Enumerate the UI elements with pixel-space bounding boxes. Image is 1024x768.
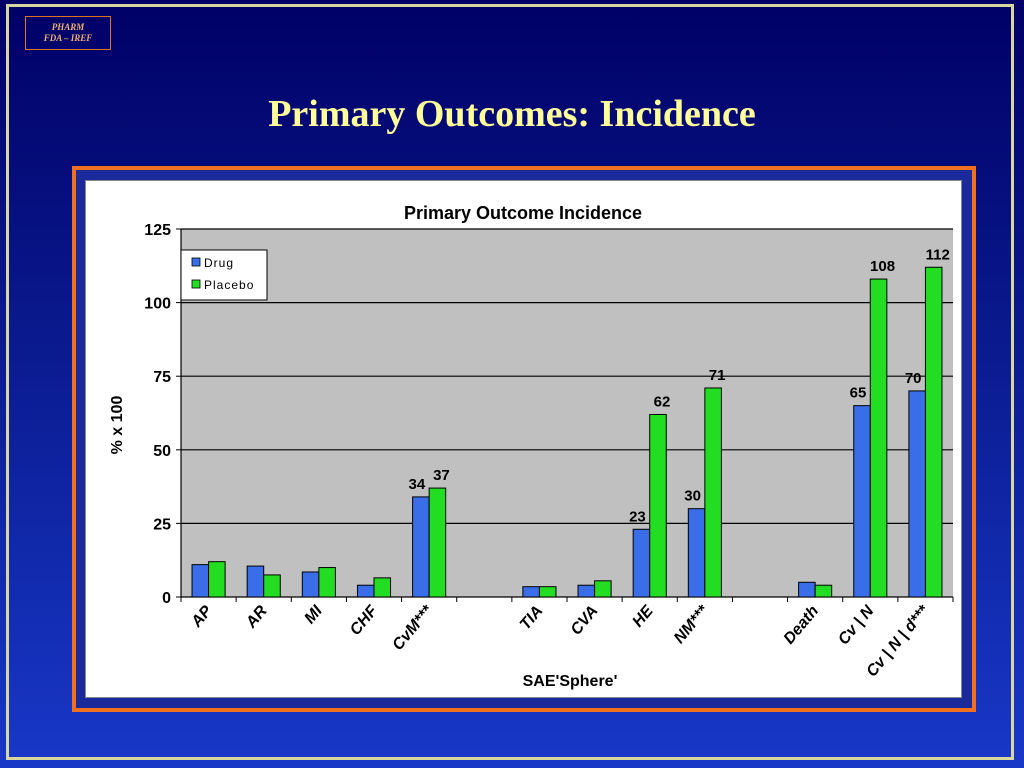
bar-placebo	[428, 487, 447, 598]
bar-placebo	[594, 580, 612, 598]
x-tick-label: NM***	[671, 602, 713, 647]
x-tick-label: TIA	[517, 603, 547, 634]
bar-drug	[632, 528, 651, 598]
bar-drug	[356, 584, 375, 598]
x-tick-label: MI	[301, 602, 326, 627]
x-tick-label: AP	[188, 602, 216, 631]
y-tick-label: 50	[153, 443, 171, 460]
bar-placebo	[869, 278, 888, 598]
legend-label-drug: Drug	[204, 256, 234, 270]
data-label: 23	[629, 508, 646, 525]
bar-drug	[246, 565, 265, 598]
pharm-badge: PHARM FDA – IREF	[25, 16, 111, 50]
bar-placebo	[208, 561, 226, 598]
bar-placebo	[704, 387, 722, 598]
x-tick-label: CvM***	[389, 602, 436, 654]
bar-drug	[853, 405, 871, 598]
bar-placebo	[318, 567, 336, 598]
bar-placebo	[373, 577, 392, 598]
x-tick-label: HE	[629, 602, 657, 631]
plot-area	[181, 229, 953, 597]
x-tick-label: AR	[242, 602, 271, 632]
bar-drug	[522, 586, 540, 598]
badge-line-2: FDA – IREF	[43, 33, 93, 43]
slide-title: Primary Outcomes: Incidence	[268, 93, 756, 135]
data-label: 71	[709, 367, 726, 384]
bar-placebo	[263, 574, 281, 598]
badge-line-1: PHARM	[51, 22, 85, 32]
data-label: 62	[654, 393, 671, 410]
x-tick-label: Cv | N	[835, 602, 877, 648]
data-label: 30	[684, 488, 701, 505]
slide-frame	[6, 4, 1014, 760]
y-tick-label: 100	[144, 296, 171, 313]
data-label: 65	[850, 385, 867, 402]
bar-drug	[191, 564, 210, 598]
bar-drug	[412, 496, 430, 598]
data-label: 34	[409, 476, 426, 493]
x-tick-label: CHF	[347, 602, 382, 639]
bar-drug	[687, 508, 706, 598]
bar-drug	[798, 581, 816, 598]
bar-drug	[301, 571, 320, 598]
data-label: 112	[926, 246, 950, 263]
data-label: 70	[905, 370, 922, 387]
bar-placebo	[538, 586, 557, 598]
x-axis-title: SAE'Sphere'	[523, 673, 618, 690]
y-tick-label: 0	[162, 590, 171, 607]
y-tick-label: 125	[144, 222, 171, 239]
bar-placebo	[649, 413, 667, 598]
y-axis-title: % x 100	[109, 396, 126, 455]
x-tick-label: Death	[781, 602, 823, 647]
bar-placebo	[814, 584, 833, 598]
x-tick-label: CVA	[568, 603, 602, 639]
legend-swatch-drug	[191, 257, 201, 267]
y-tick-label: 75	[153, 369, 171, 386]
legend-swatch-placebo	[191, 279, 201, 289]
y-tick-label: 25	[153, 516, 171, 533]
bar-placebo	[924, 266, 943, 598]
legend-label-placebo: Placebo	[204, 278, 254, 292]
data-label: 37	[433, 467, 450, 484]
bar-drug	[908, 390, 926, 598]
data-label: 108	[870, 258, 895, 275]
bar-drug	[577, 584, 596, 598]
chart-title: Primary Outcome Incidence	[404, 203, 642, 223]
